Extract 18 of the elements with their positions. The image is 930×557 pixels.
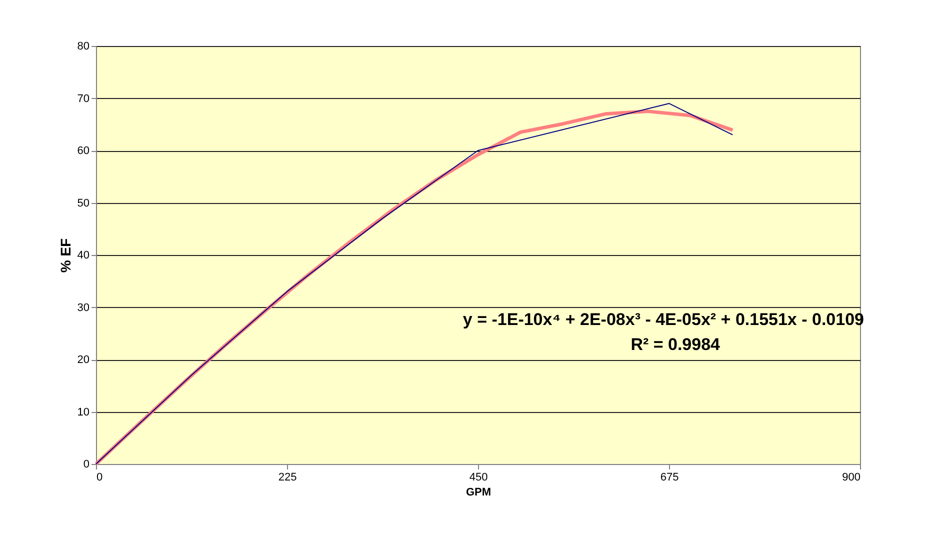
y-tick-label: 60 [77, 145, 90, 157]
y-axis-title: % EF [57, 238, 74, 273]
y-tick-label: 80 [77, 40, 90, 52]
y-tick-label: 0 [83, 458, 90, 470]
y-tick-label: 50 [77, 197, 90, 210]
x-tick-label: 900 [842, 472, 860, 484]
x-tick-label: 675 [660, 472, 679, 484]
y-tick-label: 70 [77, 92, 90, 105]
y-tick-label: 30 [77, 302, 90, 314]
x-tick-label: 0 [96, 472, 103, 484]
x-tick-label: 450 [469, 472, 488, 484]
y-tick-label: 40 [77, 250, 90, 262]
y-tick-label: 10 [77, 406, 90, 418]
x-axis-title: GPM [466, 486, 492, 498]
y-tick-label: 20 [77, 354, 90, 366]
x-tick-label: 225 [278, 472, 297, 484]
annotation: R² = 0.9984 [630, 335, 721, 354]
annotation: y = -1E-10x⁴ + 2E-08x³ - 4E-05x² + 0.1551x - 0.0109 [462, 310, 864, 329]
